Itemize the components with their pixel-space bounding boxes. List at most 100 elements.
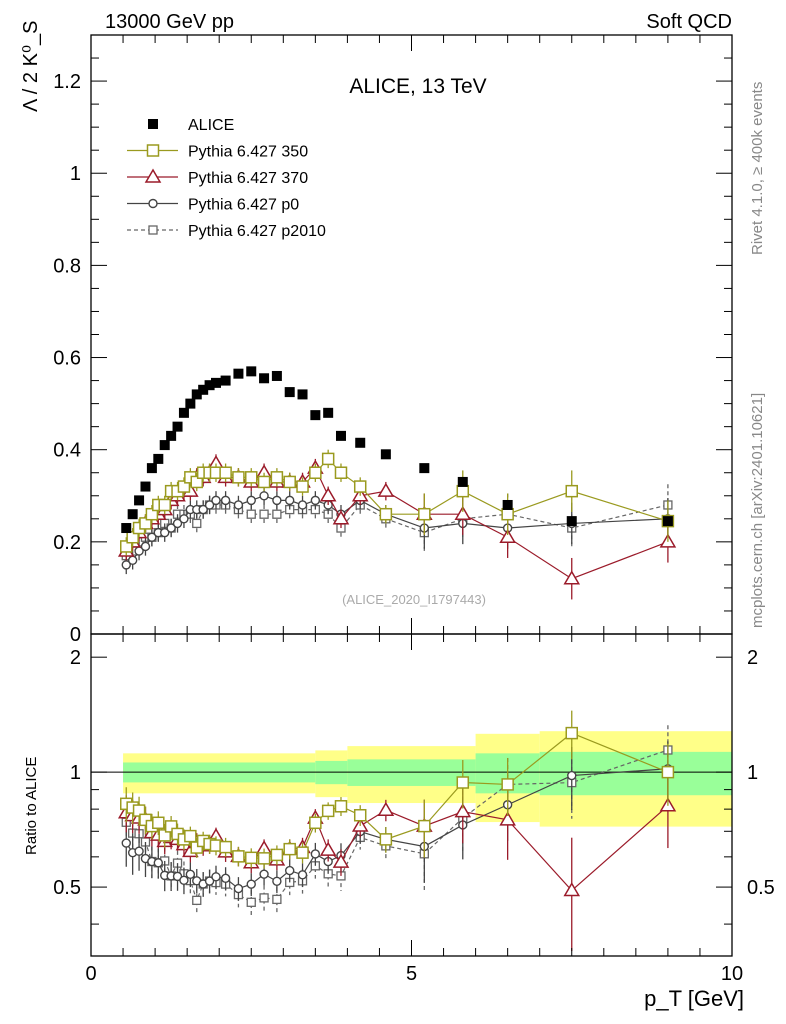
header-left: 13000 GeV pp bbox=[105, 11, 234, 33]
legend-label: Pythia 6.427 p0 bbox=[188, 197, 299, 214]
p0-ratio-point bbox=[285, 865, 295, 876]
p0-point bbox=[179, 514, 189, 524]
y-tick-label: 0.8 bbox=[53, 255, 81, 277]
legend-entry: ALICE bbox=[148, 117, 234, 134]
p350-point bbox=[158, 498, 171, 512]
y-axis-label: Λ / 2 K⁰_S bbox=[20, 21, 42, 112]
alice-point bbox=[297, 389, 308, 400]
legend-entry: Pythia 6.427 350 bbox=[127, 144, 308, 161]
p350-point bbox=[245, 471, 258, 484]
p350-ratio-point bbox=[139, 813, 152, 827]
p0-point bbox=[297, 500, 308, 510]
legend-entry: Pythia 6.427 p2010 bbox=[127, 223, 326, 240]
p350-ratio-point bbox=[232, 850, 245, 863]
alice-point bbox=[166, 430, 177, 441]
p0-point bbox=[272, 495, 282, 506]
p350-ratio-point bbox=[565, 726, 578, 740]
p0-point bbox=[147, 532, 157, 542]
p0-point bbox=[259, 491, 269, 501]
p350-point bbox=[219, 466, 232, 479]
p350-ratio-point bbox=[152, 816, 165, 830]
p0-ratio-point bbox=[259, 869, 269, 879]
alice-point bbox=[198, 384, 209, 395]
p350-point bbox=[321, 452, 335, 466]
legend-entry: Pythia 6.427 p0 bbox=[127, 197, 299, 214]
p350-ratio-point bbox=[219, 840, 232, 854]
ratio-y-tick-label-right: 2 bbox=[747, 647, 758, 669]
p350-point bbox=[270, 471, 284, 484]
p2010-point bbox=[246, 509, 256, 519]
alice-point bbox=[127, 509, 138, 520]
alice-point bbox=[502, 499, 513, 510]
ratio-y-tick-label-right: 1 bbox=[747, 762, 758, 784]
p350-point bbox=[257, 475, 271, 489]
p350-point bbox=[283, 475, 296, 489]
p350-ratio-point bbox=[661, 765, 675, 779]
x-tick-label: 10 bbox=[721, 963, 743, 985]
p370-ratio-point bbox=[332, 853, 350, 868]
p350-point bbox=[418, 507, 431, 521]
p350-ratio-point bbox=[283, 842, 296, 856]
series-alice bbox=[121, 366, 673, 534]
p0-point bbox=[211, 495, 221, 506]
p0-point bbox=[310, 495, 321, 506]
alice-point bbox=[457, 476, 468, 487]
p370-point bbox=[319, 487, 337, 502]
p0-point bbox=[140, 541, 151, 552]
p350-point bbox=[379, 507, 393, 521]
p0-ratio-point bbox=[567, 770, 577, 781]
alice-point bbox=[284, 387, 295, 398]
ratio-uncertainty-bands bbox=[123, 731, 732, 827]
y-tick-label: 1.2 bbox=[53, 71, 81, 93]
p370-ratio-point bbox=[377, 801, 395, 816]
p0-point bbox=[172, 518, 183, 529]
alice-point bbox=[134, 495, 145, 506]
p370-point bbox=[332, 510, 350, 525]
alice-point bbox=[191, 389, 202, 400]
data-series bbox=[117, 366, 677, 952]
y-tick-label: 0.6 bbox=[53, 348, 81, 370]
legend-label: Pythia 6.427 p2010 bbox=[188, 223, 326, 240]
p350-point bbox=[296, 480, 309, 493]
p350-point bbox=[120, 540, 133, 553]
legend: ALICE Pythia 6.427 350 Pythia 6.427 370 Pyt… bbox=[127, 117, 326, 240]
alice-point bbox=[178, 407, 189, 418]
p2010-ratio-point bbox=[259, 893, 269, 903]
x-tick-label: 5 bbox=[406, 963, 417, 985]
chart-title: ALICE, 13 TeV bbox=[349, 75, 486, 98]
p350-ratio-point bbox=[184, 829, 197, 843]
p370-ratio-point bbox=[499, 811, 516, 826]
legend-label: Pythia 6.427 350 bbox=[188, 144, 308, 161]
p0-point bbox=[220, 495, 231, 506]
p2010-point bbox=[272, 509, 282, 519]
alice-point bbox=[419, 463, 430, 474]
alice-point bbox=[233, 368, 244, 379]
p0-ratio-point bbox=[121, 838, 131, 848]
p350-ratio-point bbox=[501, 778, 514, 791]
side-label-bottom: mcplots.cern.ch [arXiv:2401.10621] bbox=[749, 393, 766, 628]
p370-point bbox=[563, 570, 581, 585]
y-tick-label: 0.4 bbox=[53, 440, 81, 462]
analysis-id: (ALICE_2020_I1797443) bbox=[342, 592, 486, 607]
y-tick-label: 1 bbox=[70, 163, 81, 185]
p0-ratio-point bbox=[233, 883, 244, 894]
p350-ratio-point bbox=[132, 804, 146, 817]
p0-ratio-point bbox=[297, 870, 308, 880]
axis-ticks: 0 5 10 0.2 0.4 0.6 0.8 1 1.2 0 0.5 0.5 1 1 2 2 bbox=[53, 34, 775, 985]
p0-point bbox=[127, 555, 138, 565]
p350-ratio-point bbox=[334, 800, 348, 813]
p350-ratio-point bbox=[418, 819, 431, 833]
p0-ratio-point bbox=[204, 876, 215, 886]
p350-ratio-point bbox=[164, 820, 178, 833]
p0-point bbox=[285, 495, 295, 506]
p0-point bbox=[246, 495, 256, 506]
legend-marker bbox=[148, 198, 158, 209]
p2010-point bbox=[259, 509, 269, 519]
legend-marker bbox=[144, 168, 162, 183]
p350-point bbox=[232, 471, 245, 484]
alice-point bbox=[121, 523, 132, 534]
alice-point bbox=[323, 407, 334, 418]
p0-ratio-point bbox=[153, 858, 164, 868]
p350-ratio-point bbox=[353, 808, 367, 822]
p2010-ratio-point bbox=[272, 894, 282, 905]
